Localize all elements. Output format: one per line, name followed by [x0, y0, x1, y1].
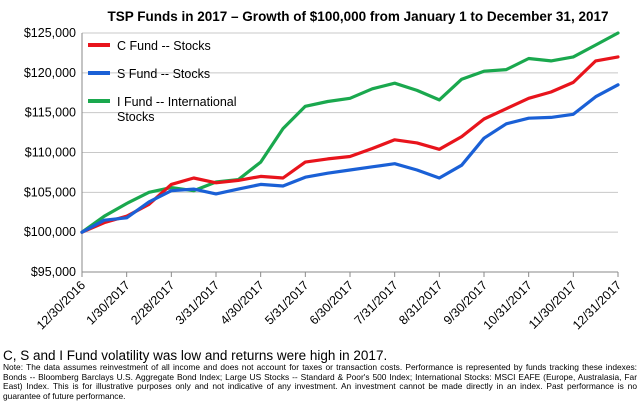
x-tick-label: 5/31/2017 [262, 278, 311, 327]
disclaimer-note: Note: The data assumes reinvestment of a… [3, 362, 637, 401]
legend-label: I Fund -- International Stocks [117, 95, 237, 124]
x-tick-label: 8/31/2017 [396, 278, 445, 327]
x-tick-label: 7/31/2017 [352, 278, 401, 327]
series-line-0 [80, 55, 620, 234]
x-tick-label: 2/28/2017 [128, 278, 177, 327]
x-tick-label: 10/31/2017 [481, 278, 535, 332]
x-tick-label: 6/30/2017 [307, 278, 356, 327]
series-line-1 [80, 83, 620, 234]
legend-label: C Fund -- Stocks [117, 39, 211, 53]
legend: C Fund -- Stocks S Fund -- Stocks I Fund -… [88, 39, 237, 124]
y-tick-label: $115,000 [25, 106, 76, 120]
y-tick-label: $125,000 [24, 26, 76, 40]
x-tick-label: 4/30/2017 [218, 278, 267, 327]
y-tick-label: $110,000 [25, 146, 76, 160]
series-lines [80, 31, 620, 234]
y-tick-label: $95,000 [31, 265, 76, 279]
x-tick-label: 1/30/2017 [84, 278, 133, 327]
y-tick-label: $120,000 [24, 66, 76, 80]
y-tick-label: $105,000 [24, 185, 76, 199]
chart-title: TSP Funds in 2017 – Growth of $100,000 f… [108, 9, 609, 24]
chart: TSP Funds in 2017 – Growth of $100,000 f… [24, 9, 624, 332]
axes: $95,000 $100,000 $105,000 $110,000 $115,000 $… [24, 26, 624, 332]
legend-label: S Fund -- Stocks [117, 67, 210, 81]
x-tick-label: 12/31/2017 [570, 278, 624, 332]
y-tick-label: $100,000 [24, 225, 76, 239]
x-tick-label: 12/30/2016 [34, 278, 88, 332]
chart-caption: C, S and I Fund volatility was low and r… [3, 348, 388, 363]
series-line-2 [80, 31, 620, 234]
x-tick-label: 3/31/2017 [173, 278, 222, 327]
chart-svg: TSP Funds in 2017 – Growth of $100,000 f… [24, 9, 624, 332]
